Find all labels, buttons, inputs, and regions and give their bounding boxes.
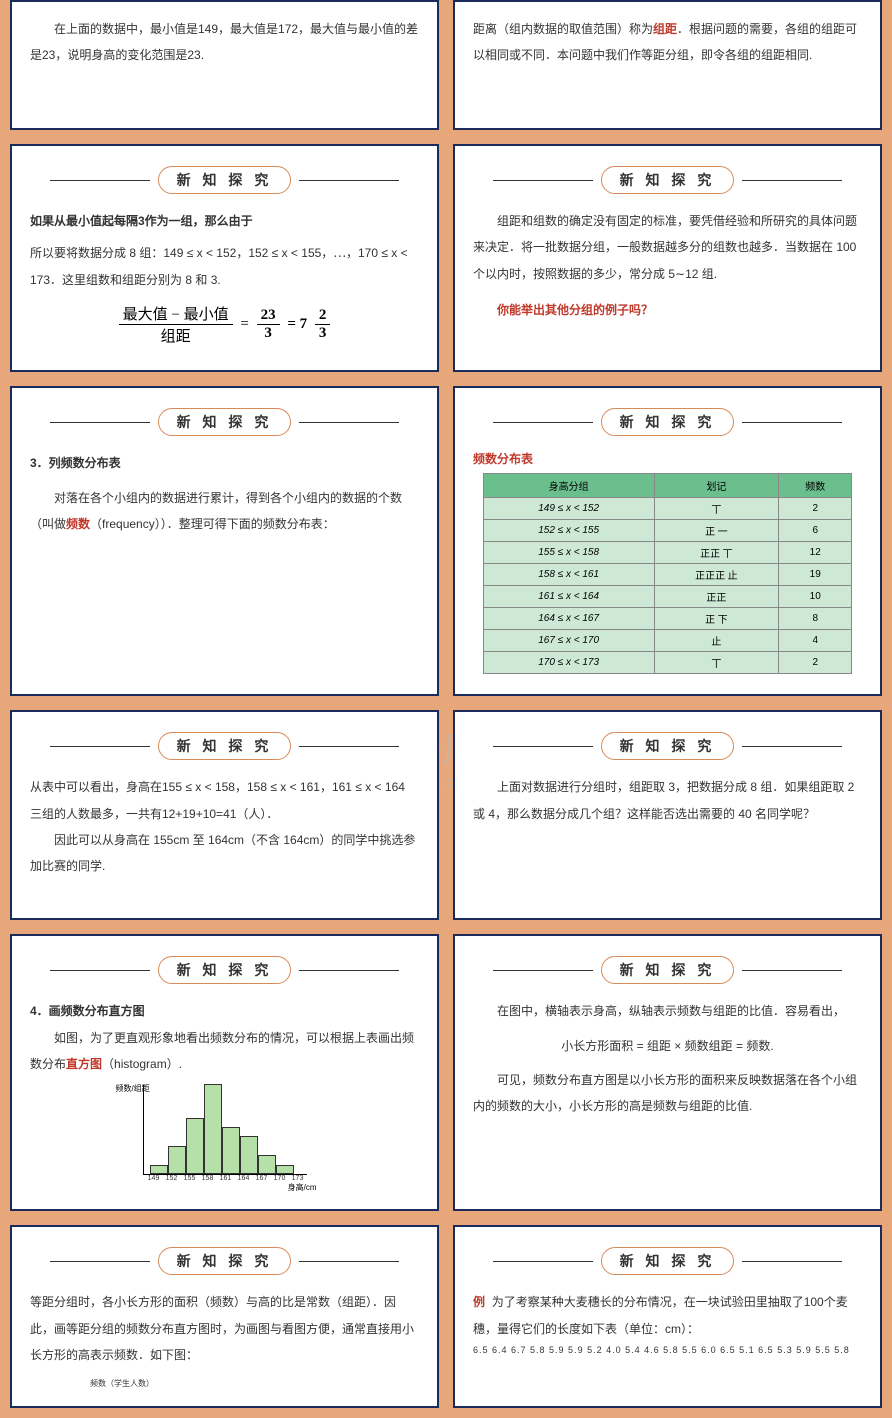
slide-equal-width: 新 知 探 究 等距分组时，各小长方形的面积（频数）与高的比是常数（组距）．因此… [10, 1225, 439, 1408]
x-tick: 149 [145, 1175, 163, 1182]
paragraph: 等距分组时，各小长方形的面积（频数）与高的比是常数（组距）．因此，画等距分组的频… [30, 1289, 419, 1368]
paragraph: 从表中可以看出，身高在155 ≤ x < 158，158 ≤ x < 161，1… [30, 774, 419, 827]
slide-top-left: 在上面的数据中，最小值是149，最大值是172，最大值与最小值的差是23，说明身… [10, 0, 439, 130]
paragraph: 可见，频数分布直方图是以小长方形的面积来反映数据落在各个小组内的频数的大小，小长… [473, 1067, 862, 1120]
paragraph: 距离（组内数据的取值范围）称为组距．根据问题的需要，各组的组距可以相同或不同．本… [473, 16, 862, 69]
table-row: 152 ≤ x < 155正 一6 [483, 520, 852, 542]
table-row: 149 ≤ x < 152丅2 [483, 498, 852, 520]
histogram-bar [186, 1118, 204, 1175]
x-tick: 170 [271, 1175, 289, 1182]
slide-freq-intro: 新 知 探 究 3．列频数分布表 对落在各个小组内的数据进行累计，得到各个小组内… [10, 386, 439, 696]
paragraph: 如图，为了更直观形象地看出频数分布的情况，可以根据上表画出频数分布直方图（his… [30, 1025, 419, 1078]
slide-freq-table: 新 知 探 究 频数分布表 身高分组 划记 频数 149 ≤ x < 152丅2… [453, 386, 882, 696]
section-title: 新 知 探 究 [30, 1247, 419, 1275]
x-tick: 167 [253, 1175, 271, 1182]
col-range: 身高分组 [483, 474, 654, 498]
paragraph: 组距和组数的确定没有固定的标准，要凭借经验和所研究的具体问题来决定．将一批数据分… [473, 208, 862, 287]
section-title: 新 知 探 究 [30, 166, 419, 194]
x-tick: 161 [217, 1175, 235, 1182]
table-label: 频数分布表 [473, 450, 862, 467]
paragraph: 在图中，横轴表示身高，纵轴表示频数与组距的比值．容易看出， [473, 998, 862, 1024]
table-row: 170 ≤ x < 173丅2 [483, 652, 852, 674]
slide-top-right: 距离（组内数据的取值范围）称为组距．根据问题的需要，各组的组距可以相同或不同．本… [453, 0, 882, 130]
x-tick: 158 [199, 1175, 217, 1182]
x-tick: 173 [289, 1175, 307, 1182]
section-title: 新 知 探 究 [473, 1247, 862, 1275]
slide-example: 新 知 探 究 例 为了考察某种大麦穗长的分布情况，在一块试验田里抽取了100个… [453, 1225, 882, 1408]
table-row: 155 ≤ x < 158正正 丅12 [483, 542, 852, 564]
slide-interval-3: 新 知 探 究 如果从最小值起每隔3作为一组，那么由于 所以要将数据分成 8 组… [10, 144, 439, 372]
step-heading: 4．画频数分布直方图 [30, 998, 419, 1024]
formula: 最大值 − 最小值组距 = 233 = 7 23 [30, 303, 419, 346]
slide-analysis: 新 知 探 究 从表中可以看出，身高在155 ≤ x < 158，158 ≤ x… [10, 710, 439, 920]
y-axis-label: 频数/组距 [116, 1083, 150, 1094]
histogram-bar [240, 1136, 258, 1174]
table-row: 158 ≤ x < 161正正正 止19 [483, 564, 852, 586]
frequency-table: 身高分组 划记 频数 149 ≤ x < 152丅2152 ≤ x < 155正… [483, 473, 853, 674]
question: 你能举出其他分组的例子吗？ [473, 297, 862, 323]
histogram: 频数/组距 149152155158161164167170173 身高/cm [30, 1085, 419, 1195]
histogram-bar [150, 1165, 168, 1174]
paragraph: 上面对数据进行分组时，组距取 3，把数据分成 8 组．如果组距取 2 或 4，那… [473, 774, 862, 827]
table-row: 164 ≤ x < 167正 下8 [483, 608, 852, 630]
histogram-bar [222, 1127, 240, 1174]
data-values: 6.5 6.4 6.7 5.8 5.9 5.9 5.2 4.0 5.4 4.6 … [473, 1342, 862, 1358]
section-title: 新 知 探 究 [473, 166, 862, 194]
paragraph: 对落在各个小组内的数据进行累计，得到各个小组内的数据的个数（叫做频数（frequ… [30, 485, 419, 538]
slide-group-rule: 新 知 探 究 组距和组数的确定没有固定的标准，要凭借经验和所研究的具体问题来决… [453, 144, 882, 372]
slide-alt-grouping: 新 知 探 究 上面对数据进行分组时，组距取 3，把数据分成 8 组．如果组距取… [453, 710, 882, 920]
paragraph: 例 为了考察某种大麦穗长的分布情况，在一块试验田里抽取了100个麦穗，量得它们的… [473, 1289, 862, 1342]
slide-grid: 在上面的数据中，最小值是149，最大值是172，最大值与最小值的差是23，说明身… [0, 0, 892, 1418]
lead-text: 如果从最小值起每隔3作为一组，那么由于 [30, 208, 419, 234]
x-tick: 164 [235, 1175, 253, 1182]
paragraph: 因此可以从身高在 155cm 至 164cm（不含 164cm）的同学中挑选参加… [30, 827, 419, 880]
slide-histogram: 新 知 探 究 4．画频数分布直方图 如图，为了更直观形象地看出频数分布的情况，… [10, 934, 439, 1211]
table-row: 167 ≤ x < 170止4 [483, 630, 852, 652]
section-title: 新 知 探 究 [473, 732, 862, 760]
section-title: 新 知 探 究 [30, 956, 419, 984]
x-tick: 155 [181, 1175, 199, 1182]
section-title: 新 知 探 究 [473, 956, 862, 984]
col-freq: 频数 [779, 474, 852, 498]
x-axis-label: 身高/cm [143, 1182, 317, 1193]
histogram-bar [258, 1155, 276, 1174]
histogram-bar [276, 1165, 294, 1174]
histogram-bar [204, 1084, 222, 1174]
area-formula: 小长方形面积 = 组距 × 频数组距 = 频数. [473, 1033, 862, 1059]
section-title: 新 知 探 究 [473, 408, 862, 436]
col-tally: 划记 [654, 474, 779, 498]
step-heading: 3．列频数分布表 [30, 450, 419, 476]
section-title: 新 知 探 究 [30, 732, 419, 760]
section-title: 新 知 探 究 [30, 408, 419, 436]
paragraph: 所以要将数据分成 8 组：149 ≤ x < 152，152 ≤ x < 155… [30, 240, 419, 293]
table-row: 161 ≤ x < 164正正10 [483, 586, 852, 608]
paragraph: 在上面的数据中，最小值是149，最大值是172，最大值与最小值的差是23，说明身… [30, 16, 419, 69]
histogram-bar [168, 1146, 186, 1174]
slide-area-formula: 新 知 探 究 在图中，横轴表示身高，纵轴表示频数与组距的比值．容易看出， 小长… [453, 934, 882, 1211]
y-axis-label: 频数（学生人数） [90, 1375, 419, 1393]
x-tick: 152 [163, 1175, 181, 1182]
